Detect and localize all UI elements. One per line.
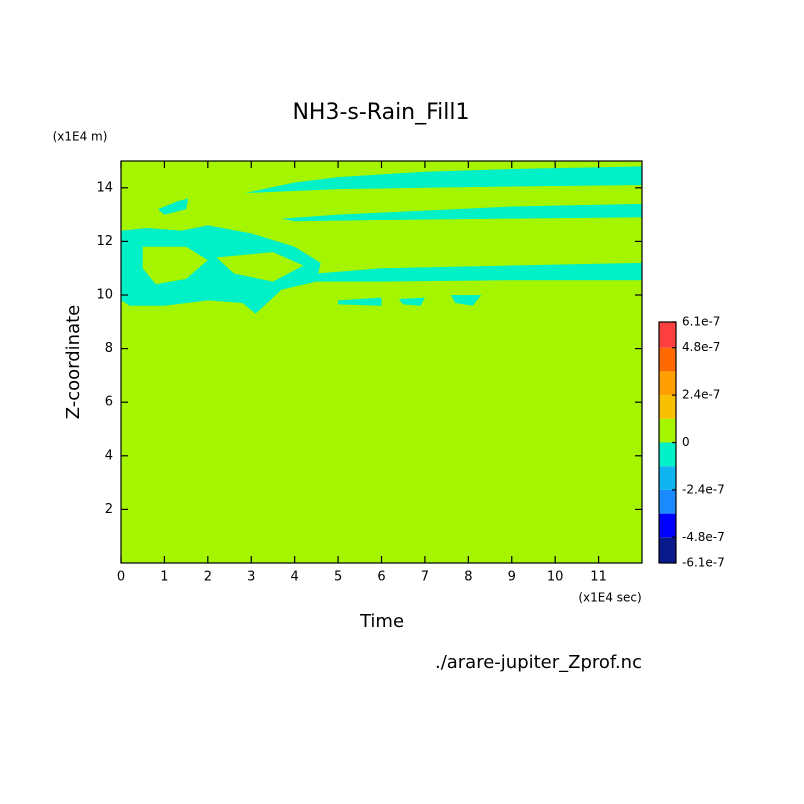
y-tick-label: 2 — [105, 502, 113, 517]
colorbar-tick-label: -4.8e-7 — [682, 530, 725, 544]
y-tick-label: 8 — [105, 341, 113, 356]
colorbar-band — [659, 442, 676, 467]
contour-region — [157, 198, 189, 215]
colorbar-band — [659, 466, 676, 490]
x-tick-label: 9 — [508, 570, 516, 585]
x-tick-label: 3 — [247, 570, 255, 585]
x-tick-label: 7 — [421, 570, 429, 585]
colorbar-tick-label: -6.1e-7 — [682, 556, 725, 570]
x-tick-label: 10 — [547, 570, 564, 585]
contour-region — [338, 297, 382, 306]
y-axis-label: Z-coordinate — [63, 305, 84, 420]
contour-region — [316, 262, 642, 282]
y-tick-label: 14 — [96, 180, 113, 195]
y-tick-label: 12 — [96, 234, 113, 249]
x-tick-label: 4 — [291, 570, 299, 585]
contour-region — [450, 295, 482, 306]
colorbar-band — [659, 371, 676, 396]
colorbar: 6.1e-7 4.8e-7 2.4e-7 0 -2.4e-7 -4.8e-7 -6.1e-7 — [658, 315, 725, 570]
contour-region — [398, 297, 425, 306]
x-axis-label: Time — [359, 611, 404, 632]
colorbar-band — [659, 418, 676, 443]
colorbar-band — [659, 513, 676, 538]
chart-title: NH3-s-Rain_Fill1 — [292, 100, 469, 125]
colorbar-band — [659, 322, 676, 348]
colorbar-band — [659, 395, 676, 419]
x-tick-label: 2 — [204, 570, 212, 585]
colorbar-tick-label: 4.8e-7 — [682, 340, 720, 354]
colorbar-band — [659, 347, 676, 372]
colorbar-tick-label: 2.4e-7 — [682, 388, 720, 402]
x-tick-label: 5 — [334, 570, 342, 585]
x-unit: (x1E4 sec) — [578, 591, 641, 605]
x-tick-label: 1 — [160, 570, 168, 585]
colorbar-tick-label: 6.1e-7 — [682, 315, 720, 329]
source-label: ./arare-jupiter_Zprof.nc — [435, 652, 642, 673]
colorbar-tick-label: -2.4e-7 — [682, 482, 725, 496]
contour-region — [142, 246, 208, 285]
y-tick-label: 10 — [96, 288, 113, 303]
field-background — [121, 161, 642, 563]
x-tick-label: 8 — [464, 570, 472, 585]
y-tick-label: 4 — [105, 448, 113, 463]
contour-region — [281, 203, 642, 222]
x-tick-label: 6 — [377, 570, 385, 585]
colorbar-tick-label: 0 — [682, 435, 690, 449]
contour-region — [244, 166, 643, 194]
colorbar-band — [659, 537, 676, 563]
x-tick-label: 11 — [590, 570, 607, 585]
x-tick-label: 0 — [117, 570, 125, 585]
y-unit: (x1E4 m) — [53, 130, 108, 144]
colorbar-band — [659, 489, 676, 514]
y-tick-label: 6 — [105, 395, 113, 410]
contour-region — [216, 252, 304, 282]
